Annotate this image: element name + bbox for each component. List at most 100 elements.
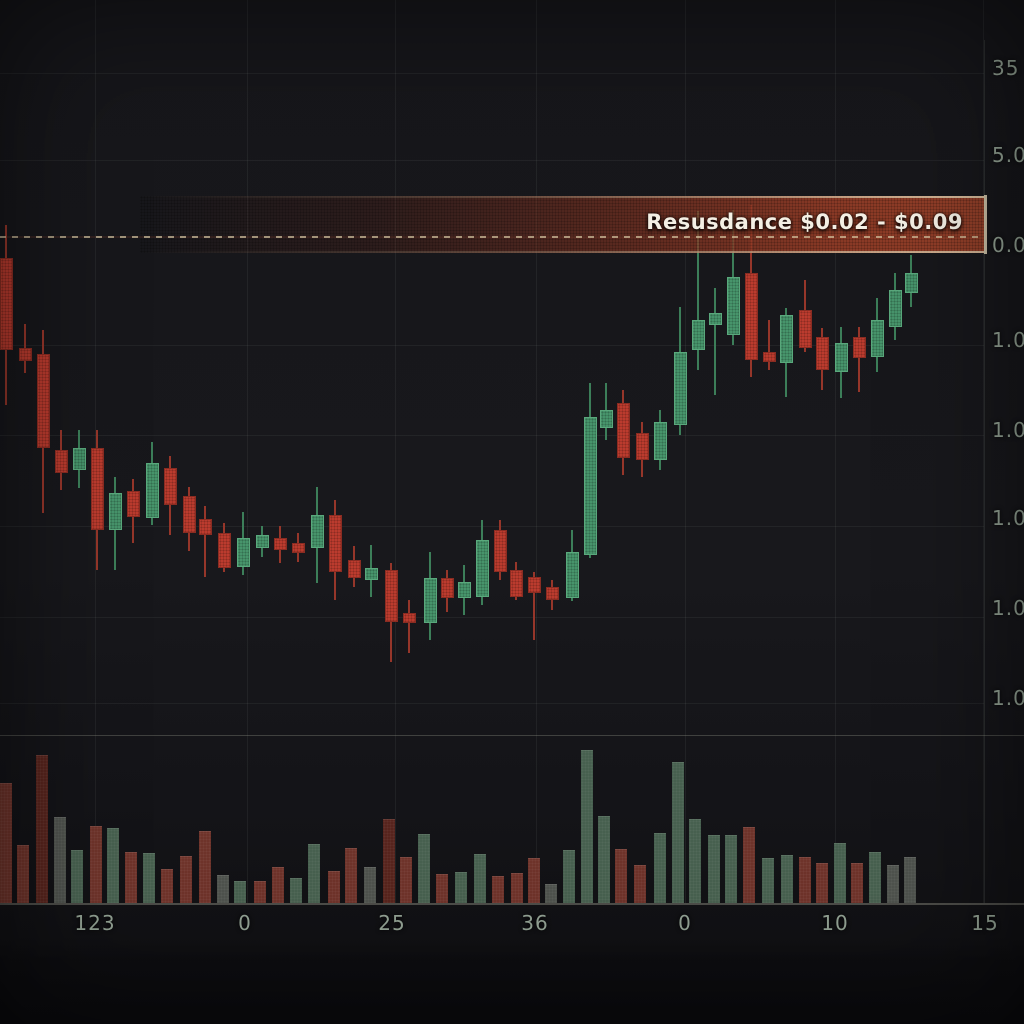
volume-bar (834, 843, 846, 903)
candle-body (37, 354, 50, 448)
x-axis-tick-label: 10 (821, 911, 849, 935)
candle-body (600, 410, 613, 428)
volume-bar (743, 827, 755, 903)
candle-body (109, 493, 122, 530)
volume-bar (36, 755, 48, 903)
volume-bar (708, 835, 720, 903)
resistance-band-right-edge (984, 195, 987, 254)
y-axis-tick-label: 1.0 (992, 506, 1024, 530)
volume-bar (107, 828, 119, 903)
volume-bar (71, 850, 83, 903)
gridline-horizontal (0, 73, 984, 74)
volume-bar (125, 852, 137, 903)
resistance-label[interactable]: Resusdance $0.02 - $0.09 (646, 210, 963, 234)
volume-bar (851, 863, 863, 903)
candle-wick (204, 506, 206, 577)
candle-body (311, 515, 324, 548)
volume-bar (17, 845, 29, 903)
gridline-vertical (983, 0, 984, 903)
volume-bar (887, 865, 899, 903)
volume-bar (581, 750, 593, 903)
volume-bar (418, 834, 430, 903)
candle-body (816, 337, 829, 370)
candle-body (164, 468, 177, 505)
volume-bar (615, 849, 627, 903)
volume-bar (143, 853, 155, 903)
candle-body (55, 450, 68, 473)
volume-bar (672, 762, 684, 903)
candle-body (146, 463, 159, 518)
volume-bar (308, 844, 320, 903)
volume-bar (563, 850, 575, 903)
candle-body (636, 433, 649, 460)
volume-bar (400, 857, 412, 903)
x-axis-tick-label: 0 (238, 911, 252, 935)
volume-bar (180, 856, 192, 903)
volume-bar (383, 819, 395, 903)
volume-bar (217, 875, 229, 903)
volume-bar (272, 867, 284, 903)
volume-bar (199, 831, 211, 903)
candle-body (510, 570, 523, 597)
candle-body (476, 540, 489, 597)
volume-bar (511, 873, 523, 903)
candle-wick (533, 572, 535, 640)
candle-body (835, 343, 848, 372)
resistance-dashed-line (0, 236, 984, 238)
y-axis-tick-label: 0.01 (992, 233, 1024, 257)
volume-bar (598, 816, 610, 903)
footer-bar: ❖ @ Aalam Shiraz (0, 936, 1024, 1024)
volume-bar (634, 865, 646, 903)
volume-bar (54, 817, 66, 903)
candle-body (617, 403, 630, 458)
volume-bar (492, 876, 504, 903)
candle-body (199, 519, 212, 535)
volume-bar (799, 857, 811, 903)
volume-bar (781, 855, 793, 903)
candle-body (274, 538, 287, 550)
candle-body (91, 448, 104, 530)
chart-baseline (0, 903, 1024, 905)
gridline-vertical (395, 0, 396, 903)
volume-bar (474, 854, 486, 903)
candle-body (727, 277, 740, 335)
gridline-vertical (536, 0, 537, 903)
panel-separator (0, 735, 1024, 736)
volume-bar (545, 884, 557, 903)
candle-body (183, 496, 196, 533)
candle-body (365, 568, 378, 580)
candle-body (494, 530, 507, 572)
volume-bar (436, 874, 448, 903)
gridline-horizontal (0, 617, 984, 618)
volume-bar (328, 871, 340, 903)
volume-bar (689, 819, 701, 903)
volume-bar (528, 858, 540, 903)
gridline-horizontal (0, 703, 984, 704)
candle-body (292, 543, 305, 553)
volume-bar (904, 857, 916, 903)
volume-bar (234, 881, 246, 903)
candle-body (127, 491, 140, 517)
candle-body (654, 422, 667, 460)
candle-body (424, 578, 437, 623)
x-axis-tick-label: 36 (521, 911, 549, 935)
volume-bar (254, 881, 266, 903)
candle-body (853, 337, 866, 358)
candle-body (0, 258, 13, 350)
gridline-horizontal (0, 526, 984, 527)
candle-body (763, 352, 776, 362)
candle-body (692, 320, 705, 350)
candle-body (441, 578, 454, 598)
candle-body (546, 587, 559, 600)
y-axis-tick-label: 1.00 (992, 418, 1024, 442)
y-axis-tick-label: 1.0 (992, 596, 1024, 620)
candle-body (528, 577, 541, 593)
candle-wick (697, 211, 699, 370)
candle-body (566, 552, 579, 598)
